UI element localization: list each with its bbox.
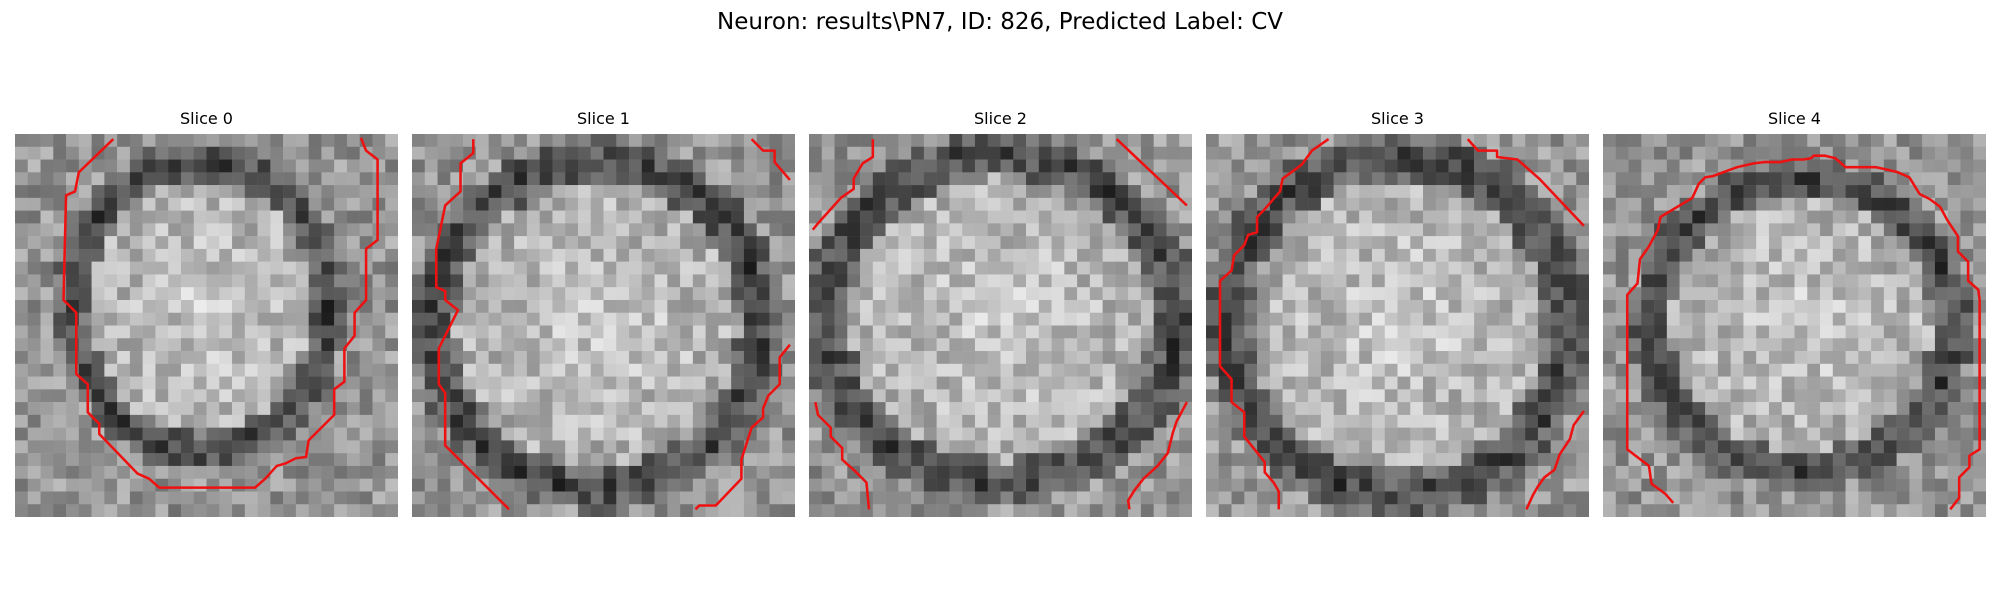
segmentation-contour [750, 138, 791, 181]
segmentation-contour [1525, 410, 1585, 510]
segmentation-contour [62, 137, 379, 489]
segmentation-contour [1115, 138, 1188, 207]
segmentation-contour [694, 343, 791, 511]
segmentation-contour [1126, 401, 1189, 510]
segmentation-contour [1625, 229, 1675, 504]
slice-title-0: Slice 0 [180, 109, 233, 128]
segmentation-contour [814, 401, 871, 510]
slice-title-2: Slice 2 [974, 109, 1027, 128]
slice-title-1: Slice 1 [577, 109, 630, 128]
figure-title: Neuron: results\PN7, ID: 826, Predicted … [717, 9, 1283, 35]
segmentation-contour [811, 139, 875, 231]
slice-title-3: Slice 3 [1371, 109, 1424, 128]
slice-image-2 [809, 134, 1192, 517]
slice-image-4 [1603, 134, 1986, 517]
segmentation-contour [434, 139, 510, 511]
slice-image-0 [15, 134, 398, 517]
segmentation-contour [1656, 154, 1981, 511]
slice-title-4: Slice 4 [1768, 109, 1821, 128]
segmentation-contour [1466, 138, 1585, 227]
slice-image-3 [1206, 134, 1589, 517]
slice-image-1 [412, 134, 795, 517]
segmentation-contour [1218, 138, 1330, 510]
